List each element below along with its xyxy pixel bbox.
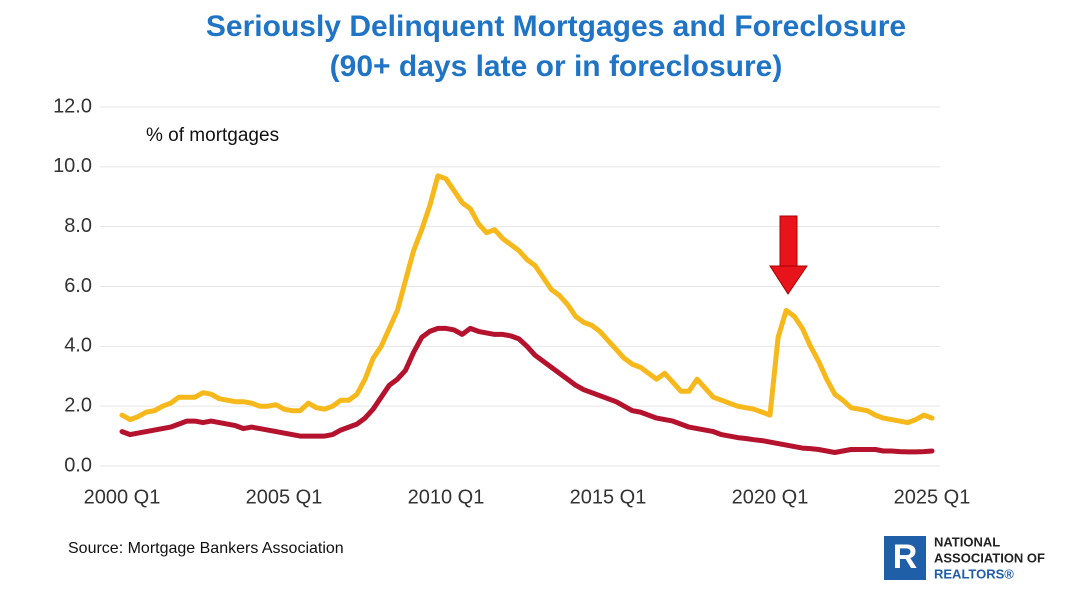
x-tick-label: 2005 Q1 (246, 486, 323, 508)
line (119, 173, 935, 426)
logo-text: REALTORS® (934, 566, 1014, 581)
line (119, 325, 935, 455)
x-tick-label: 2025 Q1 (894, 486, 971, 508)
x-tick-label: 2020 Q1 (732, 486, 809, 508)
y-tick-label: 6.0 (64, 275, 92, 297)
x-tick-label: 2015 Q1 (570, 486, 647, 508)
y-tick-label: 2.0 (64, 394, 92, 416)
arrow (769, 215, 808, 295)
x-tick-label: 2010 Q1 (408, 486, 485, 508)
logo: R NATIONAL ASSOCIATION OF REALTORS® (884, 534, 1045, 581)
source: Source: Mortgage Bankers Association (68, 540, 344, 557)
logo-text: NATIONAL (934, 534, 1000, 549)
chart-title: Seriously Delinquent Mortgages and Forec… (206, 10, 906, 43)
annotation: % of mortgages (146, 125, 279, 146)
y-tick-label: 8.0 (64, 215, 92, 237)
y-tick-label: 0.0 (64, 454, 92, 476)
y-tick-label: 4.0 (64, 335, 92, 357)
y-tick-label: 10.0 (53, 155, 92, 177)
logo-text: ASSOCIATION OF (934, 550, 1045, 565)
chart-subtitle: (90+ days late or in foreclosure) (330, 50, 783, 83)
svg-text:R: R (893, 538, 918, 576)
x-tick-label: 2000 Q1 (84, 486, 161, 508)
y-tick-label: 12.0 (53, 95, 92, 117)
